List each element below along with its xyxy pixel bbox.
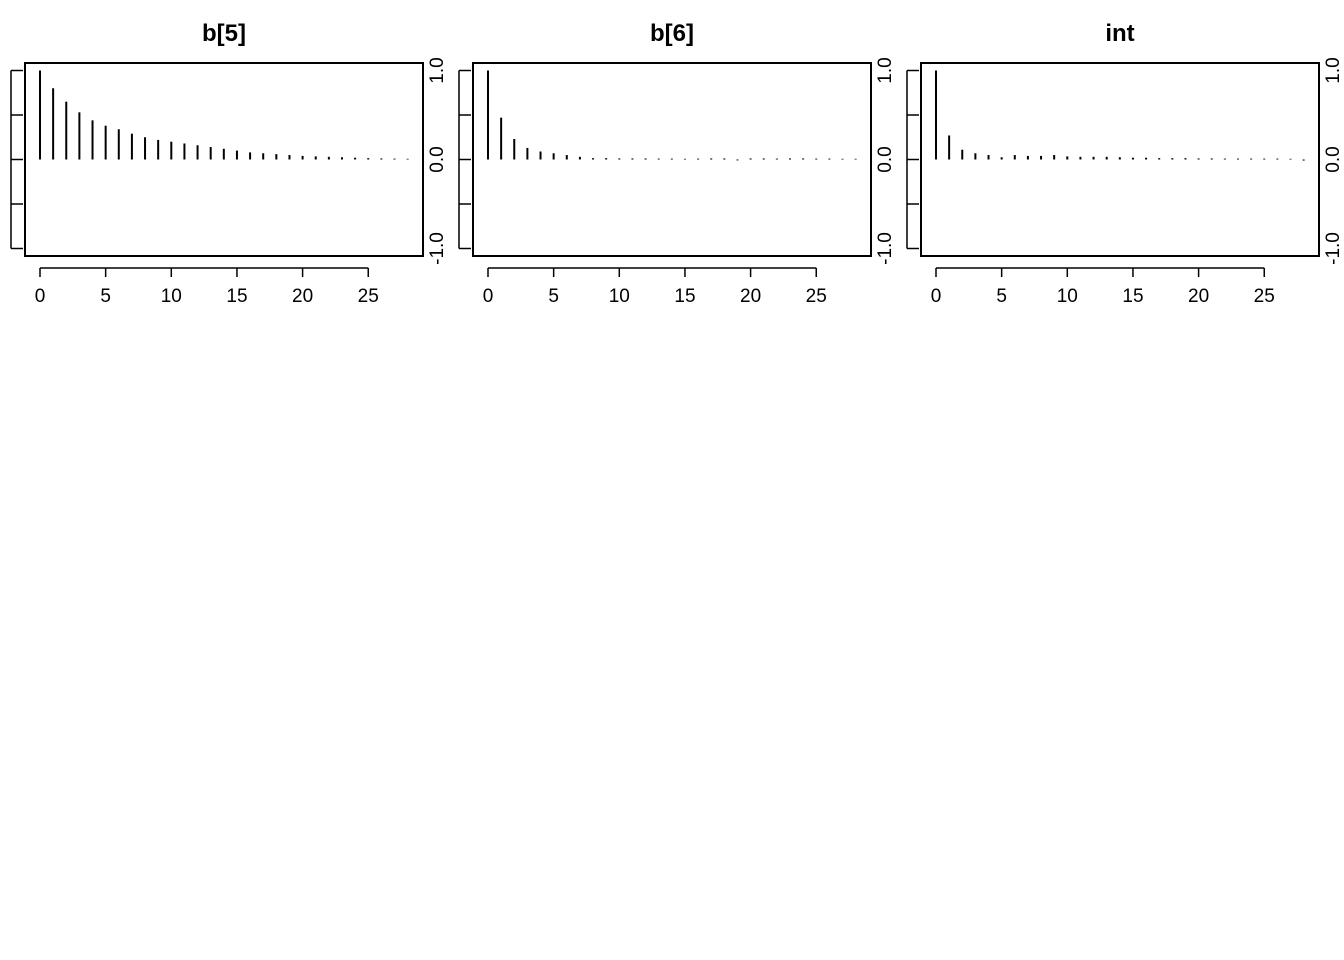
- x-tick-label: 25: [806, 286, 827, 307]
- y-tick-label: -1.0: [427, 232, 448, 265]
- x-tick-label: 10: [161, 286, 182, 307]
- chart-title: b[5]: [202, 20, 246, 47]
- y-tick-label: 0.0: [875, 146, 896, 172]
- chart-title: b[6]: [650, 20, 694, 47]
- y-tick-label: -1.0: [875, 232, 896, 265]
- plot-frame: [24, 62, 424, 257]
- x-tick-label: 15: [226, 286, 247, 307]
- y-tick-label: 1.0: [1323, 57, 1344, 83]
- x-tick-label: 15: [674, 286, 695, 307]
- acf-panel-1: b[6] 0 5 10 15 20 25 -1.0 0.0 1.0: [458, 20, 896, 307]
- x-tick-label: 10: [609, 286, 630, 307]
- acf-panel-2: int 0 5 10 15 20 25 -1.0 0.0 1.0: [906, 20, 1344, 307]
- x-tick-label: 10: [1057, 286, 1078, 307]
- x-tick-label: 5: [100, 286, 111, 307]
- y-tick-label: -1.0: [1323, 232, 1344, 265]
- acf-panel-0: b[5] 0 5 10 15 20 25 -1.0 0.0 1.0: [10, 20, 448, 307]
- x-tick-label: 25: [1254, 286, 1275, 307]
- x-tick-label: 0: [35, 286, 46, 307]
- x-tick-label: 5: [996, 286, 1007, 307]
- plot-frame: [920, 62, 1320, 257]
- x-tick-label: 15: [1122, 286, 1143, 307]
- plot-frame: [472, 62, 872, 257]
- x-tick-label: 20: [1188, 286, 1209, 307]
- x-tick-label: 5: [548, 286, 559, 307]
- y-tick-label: 0.0: [1323, 146, 1344, 172]
- y-tick-label: 0.0: [427, 146, 448, 172]
- x-tick-label: 20: [740, 286, 761, 307]
- x-tick-label: 0: [931, 286, 942, 307]
- x-tick-label: 0: [483, 286, 494, 307]
- chart-title: int: [1105, 20, 1134, 47]
- y-tick-label: 1.0: [875, 57, 896, 83]
- x-tick-label: 25: [358, 286, 379, 307]
- y-tick-label: 1.0: [427, 57, 448, 83]
- x-tick-label: 20: [292, 286, 313, 307]
